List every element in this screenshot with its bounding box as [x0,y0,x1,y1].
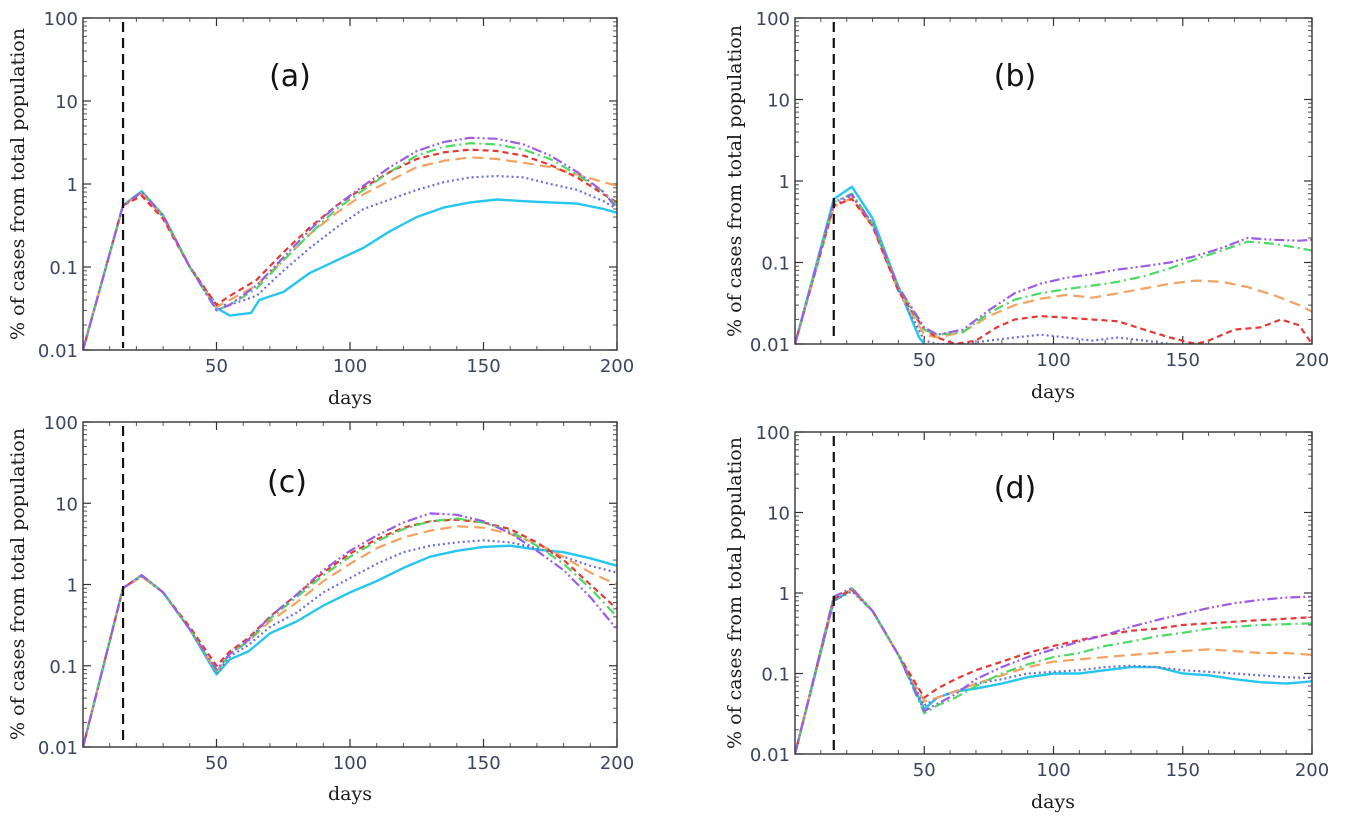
plot-frame [794,17,1313,345]
x-tick-label: 100 [1036,350,1070,371]
series-line-1 [83,544,617,747]
y-tick-label: 10 [767,91,790,112]
x-axis-title: days [1031,381,1075,403]
plot-frame [794,431,1313,755]
series-line-3 [83,156,617,350]
y-tick-label: 0.01 [38,341,78,362]
series-line-4 [83,518,617,747]
x-axis-title: days [328,783,372,805]
series-line-6 [83,136,617,350]
series-line-3 [83,525,617,747]
series-line-4 [795,198,1312,344]
x-tick-label: 50 [205,356,228,377]
series-line-2 [83,539,617,747]
x-axis-title: days [328,387,372,409]
y-tick-label: 1 [779,172,790,193]
series-line-6 [795,193,1312,344]
plot-frame [82,17,618,351]
x-tick-label: 150 [1166,760,1200,781]
x-tick-label: 200 [1295,760,1329,781]
y-tick-label: 0.1 [761,665,790,686]
y-tick-label: 10 [55,92,78,113]
series-line-4 [795,588,1312,754]
plot-frame [82,421,618,748]
panel-label: (d) [994,471,1036,506]
x-tick-label: 200 [1295,350,1329,371]
y-tick-label: 10 [55,494,78,515]
y-tick-label: 1 [779,584,790,605]
y-tick-label: 0.1 [49,657,78,678]
x-tick-label: 50 [205,753,228,774]
x-tick-label: 100 [333,753,367,774]
y-tick-label: 100 [44,413,78,434]
series-line-2 [795,195,1178,344]
series-line-5 [795,587,1312,754]
series-line-5 [795,192,1312,344]
y-axis-title: % of cases from total population [7,428,29,740]
x-tick-label: 50 [913,350,936,371]
series-line-1 [795,185,926,344]
series-line-5 [83,517,617,747]
series-line-3 [795,196,1312,344]
series-line-6 [795,587,1312,754]
y-tick-label: 100 [756,423,790,444]
y-tick-label: 0.01 [750,335,790,356]
y-tick-label: 0.01 [750,745,790,766]
panel-label: (b) [994,59,1036,94]
chart-panel-c: 0.01 0.1 1 10 100 50 100 150 200 days % of cases… [7,413,634,805]
y-tick-label: 100 [756,9,790,30]
series-line-3 [795,588,1312,754]
x-tick-label: 100 [1036,760,1070,781]
series-line-4 [83,148,617,350]
y-tick-label: 0.1 [49,258,78,279]
chart-panel-a: 0.01 0.1 1 10 100 50 100 150 200 (a) days % of c… [7,9,634,409]
y-axis-title: % of cases from total population [724,25,746,337]
y-axis-title: % of cases from total population [7,28,29,340]
y-tick-label: 10 [767,504,790,525]
x-axis-title: days [1031,791,1075,813]
series-line-5 [83,142,617,350]
series-line-6 [83,512,617,747]
x-tick-label: 150 [466,753,500,774]
x-tick-label: 200 [600,356,634,377]
x-tick-label: 150 [466,356,500,377]
x-tick-label: 50 [913,760,936,781]
chart-panel-d: 0.01 0.1 1 10 100 50 100 150 200 (d) days % of c… [724,423,1329,813]
series-line-2 [83,174,617,350]
y-tick-label: 0.1 [761,254,790,275]
y-tick-label: 1 [67,576,78,597]
series-line-1 [795,588,1312,754]
x-tick-label: 200 [600,753,634,774]
y-tick-label: 1 [67,175,78,196]
y-axis-title: % of cases from total population [724,437,746,749]
chart-panel-b: 0.01 0.1 1 10 100 50 100 150 200 (b) days % of c… [724,9,1329,403]
x-tick-label: 100 [333,356,367,377]
y-tick-label: 0.01 [38,738,78,759]
x-tick-label: 150 [1166,350,1200,371]
series-line-2 [795,590,1312,754]
panel-label: (a) [269,59,311,94]
y-tick-label: 100 [44,9,78,30]
panel-label: (c) [267,465,307,500]
